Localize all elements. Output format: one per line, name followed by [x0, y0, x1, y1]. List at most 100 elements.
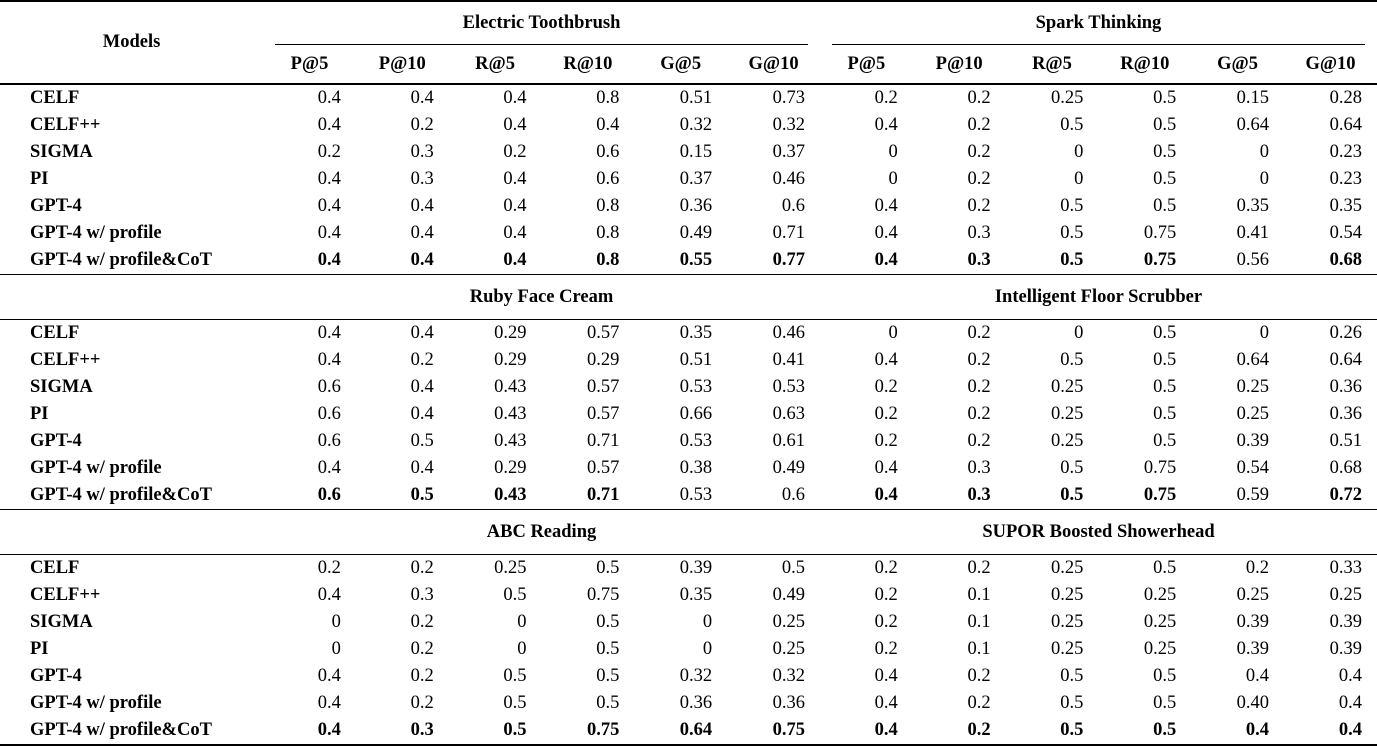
- value-cell: 0.35: [679, 585, 713, 605]
- value-cell: 0: [702, 612, 713, 632]
- value-cell: 0.15: [1236, 88, 1270, 108]
- value-cell: 0.4: [317, 585, 341, 605]
- value-cell: 0.2: [874, 431, 898, 451]
- value-cell: 0.66: [679, 404, 713, 424]
- value-cell: 0.4: [410, 323, 434, 343]
- value-cell: 0.5: [596, 558, 620, 578]
- value-cell: 0.5: [1153, 115, 1177, 135]
- value-cell: 0.36: [679, 196, 713, 216]
- value-cell: 0.4: [317, 223, 341, 243]
- value-cell: 0.5: [596, 693, 620, 713]
- value-cell: 0.4: [874, 485, 898, 505]
- value-cell: 0.3: [967, 223, 991, 243]
- value-cell: 0.2: [317, 558, 341, 578]
- value-cell: 0.68: [1329, 458, 1362, 478]
- value-cell: 0.26: [1329, 323, 1362, 343]
- value-cell: 0.57: [586, 323, 620, 343]
- value-cell: 0.25: [1051, 585, 1084, 605]
- value-cell: 0.4: [317, 720, 341, 740]
- value-cell: 0.4: [1338, 693, 1362, 713]
- model-name: SIGMA: [30, 142, 93, 162]
- value-cell: 0.2: [874, 404, 898, 424]
- value-cell: 0.53: [772, 377, 805, 397]
- product-header-left: Electric Toothbrush: [263, 1, 820, 45]
- value-cell: 0: [1074, 142, 1084, 162]
- table-row: GPT-4 w/ profile&CoT 0.4 0.3 0.5 0.75 0.64 0.7…: [0, 717, 1377, 745]
- table-row: PI 0.4 0.3 0.4 0.6 0.37 0.46 0 0.2 0 0.5 0 0.23: [0, 166, 1377, 193]
- value-cell: 0.59: [1236, 485, 1270, 505]
- value-cell: 0.4: [317, 666, 341, 686]
- value-cell: 0.71: [772, 223, 805, 243]
- table-body: CELF 0.4 0.4 0.4 0.8 0.51 0.73 0.2 0.2 0.25 0.5 0.1…: [0, 84, 1377, 745]
- value-cell: 0.64: [679, 720, 713, 740]
- value-cell: 0.6: [317, 377, 341, 397]
- value-cell: 0.4: [410, 404, 434, 424]
- value-cell: 0.25: [1236, 585, 1270, 605]
- metric-header: G@10: [1284, 45, 1377, 85]
- value-cell: 0.39: [679, 558, 713, 578]
- value-cell: 0.4: [317, 115, 341, 135]
- value-cell: 0.3: [967, 250, 991, 270]
- value-cell: 0.61: [772, 431, 805, 451]
- value-cell: 0.2: [967, 404, 991, 424]
- product-header-right-label: Spark Thinking: [831, 2, 1365, 45]
- value-cell: 0.46: [772, 323, 805, 343]
- table-head: Models Electric Toothbrush Spark Thinkin…: [0, 1, 1377, 85]
- value-cell: 0.56: [1236, 250, 1270, 270]
- value-cell: 0.36: [679, 693, 713, 713]
- value-cell: 0.4: [410, 196, 434, 216]
- value-cell: 0.2: [410, 612, 434, 632]
- value-cell: 0.2: [1245, 558, 1270, 578]
- value-cell: 0.25: [494, 558, 527, 578]
- value-cell: 0.4: [410, 377, 434, 397]
- table-row: GPT-4 0.4 0.2 0.5 0.5 0.32 0.32 0.4 0.2 0.5 0.5 0.4…: [0, 663, 1377, 690]
- value-cell: 0.25: [1329, 585, 1362, 605]
- value-cell: 0.63: [772, 404, 805, 424]
- value-cell: 0.2: [874, 377, 898, 397]
- model-name: GPT-4 w/ profile: [30, 693, 162, 713]
- model-name: GPT-4 w/ profile&CoT: [30, 250, 212, 270]
- value-cell: 0.4: [874, 458, 898, 478]
- table-row: GPT-4 w/ profile&CoT 0.4 0.4 0.4 0.8 0.55 0.77…: [0, 247, 1377, 275]
- metric-header: G@10: [727, 45, 820, 85]
- product-header: ABC Reading: [263, 509, 820, 555]
- models-column-header: Models: [0, 1, 264, 85]
- models-column-spacer: [0, 274, 264, 320]
- model-name: GPT-4: [30, 196, 82, 216]
- table-row: CELF 0.4 0.4 0.4 0.8 0.51 0.73 0.2 0.2 0.25 0.5 0.1…: [0, 84, 1377, 112]
- value-cell: 0.6: [596, 169, 620, 189]
- value-cell: 0.6: [781, 485, 805, 505]
- value-cell: 0.25: [1236, 404, 1270, 424]
- value-cell: 0.4: [503, 88, 527, 108]
- value-cell: 0.4: [1245, 720, 1270, 740]
- value-cell: 0.53: [679, 377, 713, 397]
- value-cell: 0.35: [679, 323, 713, 343]
- value-cell: 0.32: [679, 115, 713, 135]
- value-cell: 0.25: [1143, 585, 1177, 605]
- value-cell: 0.5: [596, 666, 620, 686]
- value-cell: 0: [1259, 169, 1270, 189]
- value-cell: 0.8: [596, 88, 620, 108]
- model-name: CELF++: [30, 350, 101, 370]
- value-cell: 0.4: [503, 223, 527, 243]
- value-cell: 0.1: [967, 585, 991, 605]
- value-cell: 0.4: [317, 323, 341, 343]
- value-cell: 0: [1074, 323, 1084, 343]
- model-name: CELF++: [30, 585, 101, 605]
- value-cell: 0.4: [410, 88, 434, 108]
- value-cell: 0.6: [317, 431, 341, 451]
- product-header-row: Ruby Face Cream Intelligent Floor Scrubbe…: [0, 274, 1377, 320]
- value-cell: 0.25: [772, 639, 805, 659]
- value-cell: 0.57: [586, 458, 620, 478]
- value-cell: 0: [888, 142, 898, 162]
- value-cell: 0.5: [1153, 404, 1177, 424]
- value-cell: 0.4: [874, 223, 898, 243]
- value-cell: 0.2: [410, 693, 434, 713]
- metric-header: R@10: [1098, 45, 1192, 85]
- value-cell: 0.2: [410, 115, 434, 135]
- value-cell: 0.41: [772, 350, 805, 370]
- value-cell: 0.25: [1236, 377, 1270, 397]
- value-cell: 0.71: [586, 485, 620, 505]
- value-cell: 0.4: [410, 223, 434, 243]
- metric-header: R@5: [1005, 45, 1099, 85]
